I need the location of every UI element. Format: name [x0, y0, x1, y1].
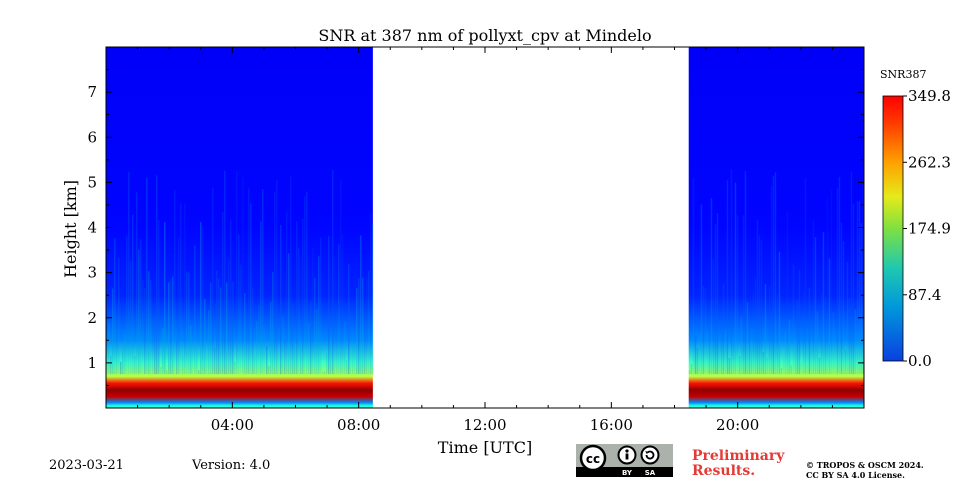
y-tick-label: 5 [87, 173, 97, 191]
segment-texture [106, 169, 374, 375]
preliminary-line-1: Preliminary [692, 448, 785, 464]
cc-icon [579, 444, 607, 472]
sa-icon [640, 445, 660, 465]
preliminary-line-2: Results. [692, 463, 756, 479]
colorbar-ticks: 0.0 87.4 174.9 262.3 349.8 [903, 87, 951, 370]
x-tick-label: 16:00 [590, 416, 633, 434]
preliminary-note: Preliminary Results. [692, 449, 784, 479]
colorbar-tick-label: 87.4 [908, 286, 941, 304]
heatmap-area [106, 47, 864, 408]
version-label: Version: 4.0 [192, 458, 271, 473]
x-tick-label: 08:00 [337, 416, 380, 434]
svg-text:cc: cc [586, 452, 600, 466]
y-tick-label: 7 [87, 83, 97, 101]
y-axis: 1 2 3 4 5 6 7 [87, 46, 864, 409]
y-tick-label: 1 [87, 354, 97, 372]
data-segment [688, 47, 864, 408]
copyright-note: © TROPOS & OSCM 2024. CC BY SA 4.0 Licen… [806, 460, 924, 480]
x-tick-label: 20:00 [716, 416, 759, 434]
copyright-line-1: © TROPOS & OSCM 2024. [806, 460, 924, 470]
y-axis-label: Height [km] [61, 180, 80, 278]
colorbar-label: SNR387 [880, 68, 926, 81]
x-tick-label: 04:00 [211, 416, 254, 434]
cc-license-badge: cc BY SA [576, 444, 673, 477]
y-tick-label: 4 [87, 219, 97, 237]
colorbar-tick-label: 349.8 [908, 87, 951, 105]
colorbar [882, 95, 904, 362]
data-segments [106, 47, 864, 408]
y-tick-label: 2 [87, 309, 97, 327]
svg-text:BY: BY [622, 469, 633, 477]
colorbar-tick-label: 174.9 [908, 220, 951, 238]
colorbar-tick-label: 262.3 [908, 153, 951, 171]
segment-texture [688, 169, 864, 375]
chart-title: SNR at 387 nm of pollyxt_cpv at Mindelo [318, 26, 651, 45]
x-axis: 04:00 08:00 12:00 16:00 20:00 [105, 47, 865, 434]
copyright-line-2: CC BY SA 4.0 License. [806, 470, 905, 480]
y-tick-label: 6 [87, 128, 97, 146]
x-axis-label: Time [UTC] [438, 438, 532, 457]
x-tick-label: 12:00 [463, 416, 506, 434]
y-tick-label: 3 [87, 264, 97, 282]
svg-text:SA: SA [645, 469, 656, 477]
data-segment [106, 47, 373, 408]
colorbar-tick-label: 0.0 [908, 352, 932, 370]
date-label: 2023-03-21 [49, 458, 124, 473]
